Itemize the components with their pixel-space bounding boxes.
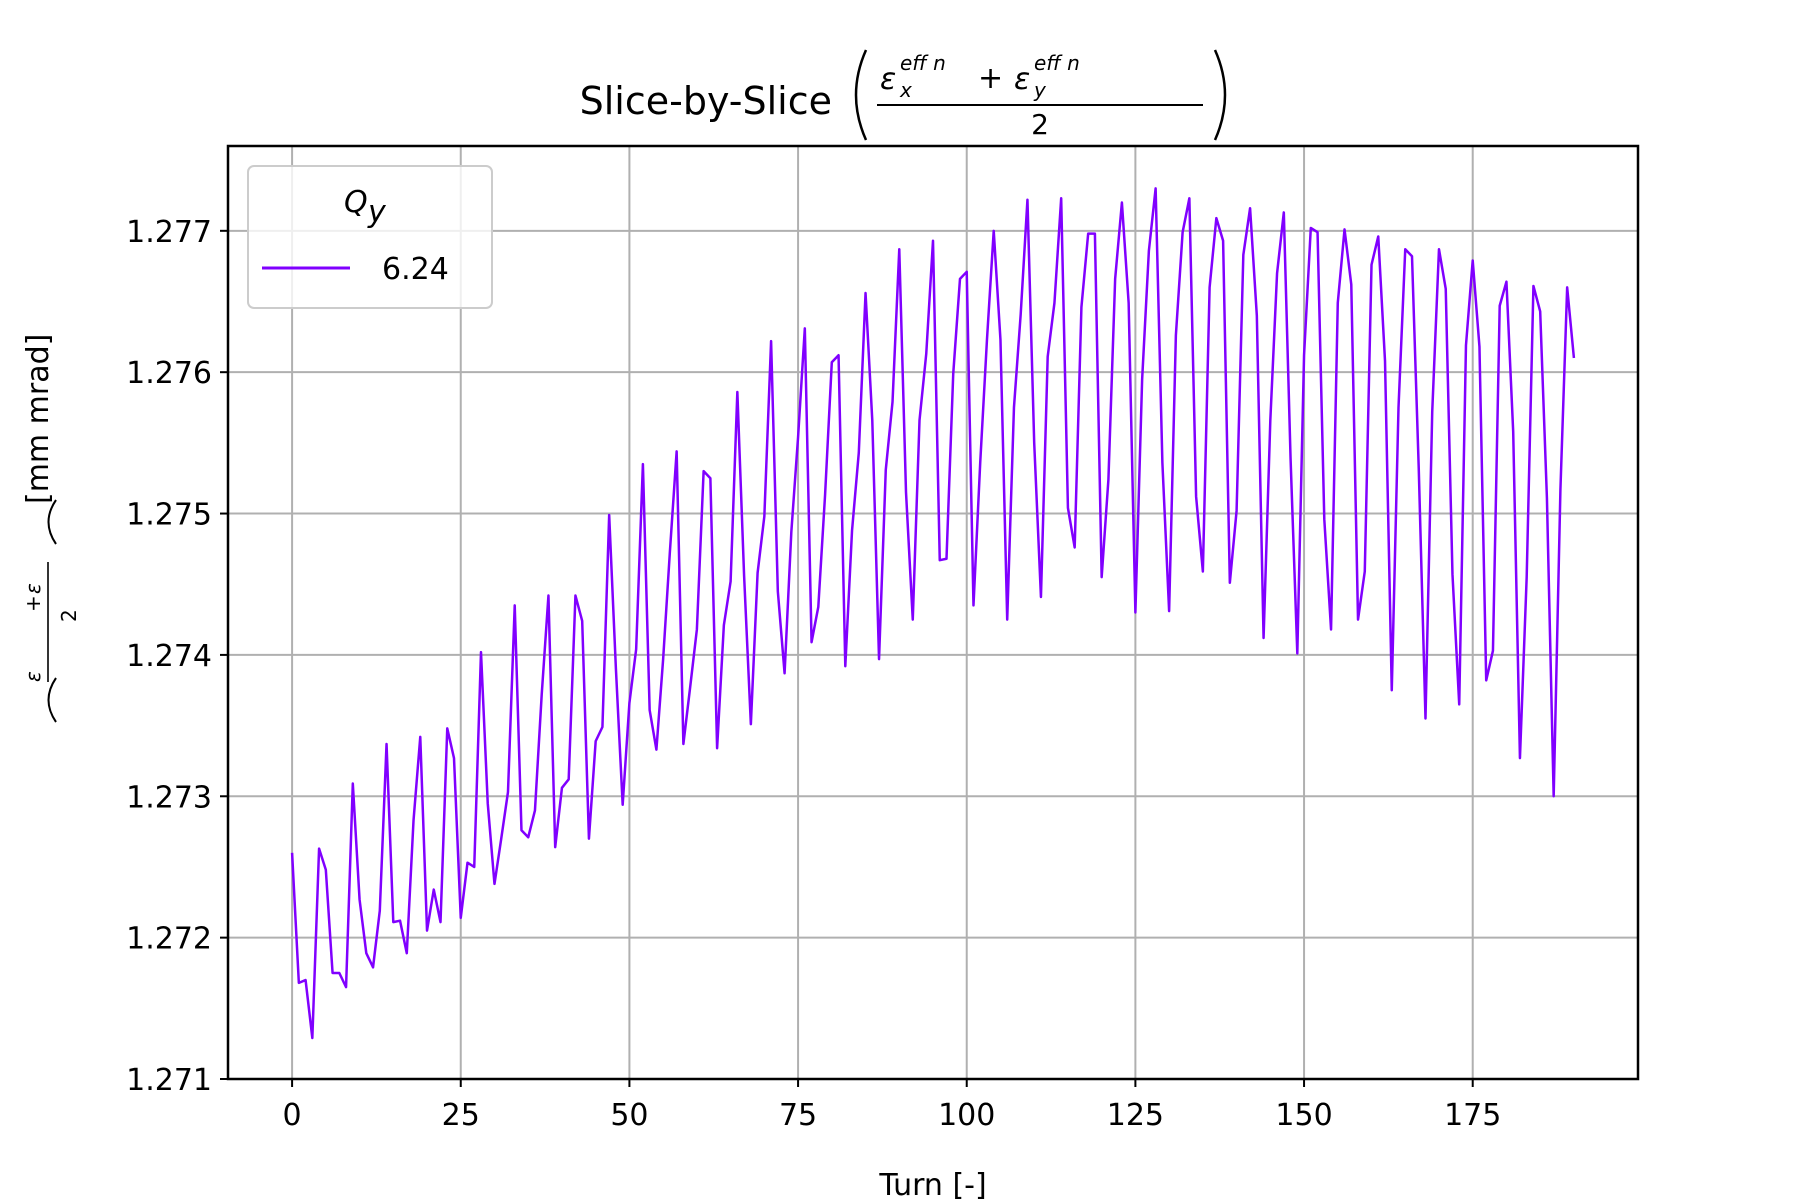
title-paren-right (1213, 49, 1227, 141)
x-tick-label: 150 (1275, 1098, 1332, 1133)
legend: Q y 6.24 (247, 165, 493, 309)
title-text: Slice-by-Slice (580, 79, 832, 123)
y-axis: 1.271 1.272 1.273 1.274 1.275 1.276 1.277 (126, 215, 228, 1098)
legend-entry-label: 6.24 (382, 252, 449, 287)
y-axis-unit: [mm mrad] (21, 334, 56, 504)
x-tick-label: 0 (283, 1098, 302, 1133)
title-eps-y: ε (1014, 62, 1030, 97)
legend-title: Q (344, 185, 368, 220)
y-axis-label: [mm mrad] 2 + ε ε (21, 334, 81, 723)
x-axis-label: Turn [-] (878, 1168, 986, 1200)
x-tick-label: 75 (779, 1098, 817, 1133)
title-eps-x-sub: x (899, 78, 912, 102)
series-layer (290, 187, 1576, 1040)
y-tick-label: 1.271 (126, 1063, 212, 1098)
title-eps-y-sup: eff n (1034, 51, 1080, 75)
legend-title-sub: y (367, 195, 387, 230)
x-tick-label: 25 (442, 1098, 480, 1133)
x-tick-label: 125 (1107, 1098, 1164, 1133)
y-label-paren-right (47, 499, 57, 545)
y-tick-label: 1.275 (126, 498, 212, 533)
y-tick-label: 1.277 (126, 215, 212, 250)
y-label-eps-y: ε (21, 583, 45, 594)
legend-box (247, 165, 493, 309)
y-label-denominator: 2 (57, 609, 81, 622)
x-tick-label: 100 (938, 1098, 995, 1133)
x-tick-label: 50 (610, 1098, 648, 1133)
y-tick-label: 1.276 (126, 356, 212, 391)
chart-title: Slice-by-Slice ε eff n x + ε eff n y 2 (580, 49, 1227, 141)
y-tick-label: 1.273 (126, 780, 212, 815)
y-label-plus-eps: + (21, 595, 45, 612)
y-label-eps-x: ε (21, 671, 45, 682)
title-eps-x-sup: eff n (900, 51, 946, 75)
title-plus: + (978, 61, 1003, 96)
series-line-6.24 (290, 187, 1576, 1040)
title-eps-y-sub: y (1033, 78, 1047, 102)
y-tick-label: 1.272 (126, 922, 212, 957)
title-paren-left (854, 49, 868, 141)
x-axis: 0 25 50 75 100 125 150 175 (283, 1079, 1501, 1133)
title-denominator: 2 (1031, 108, 1049, 141)
y-label-paren-left (47, 677, 57, 723)
plot-frame (226, 144, 1640, 1081)
title-eps-x: ε (880, 62, 896, 97)
y-tick-label: 1.274 (126, 639, 212, 674)
x-tick-label: 175 (1444, 1098, 1501, 1133)
